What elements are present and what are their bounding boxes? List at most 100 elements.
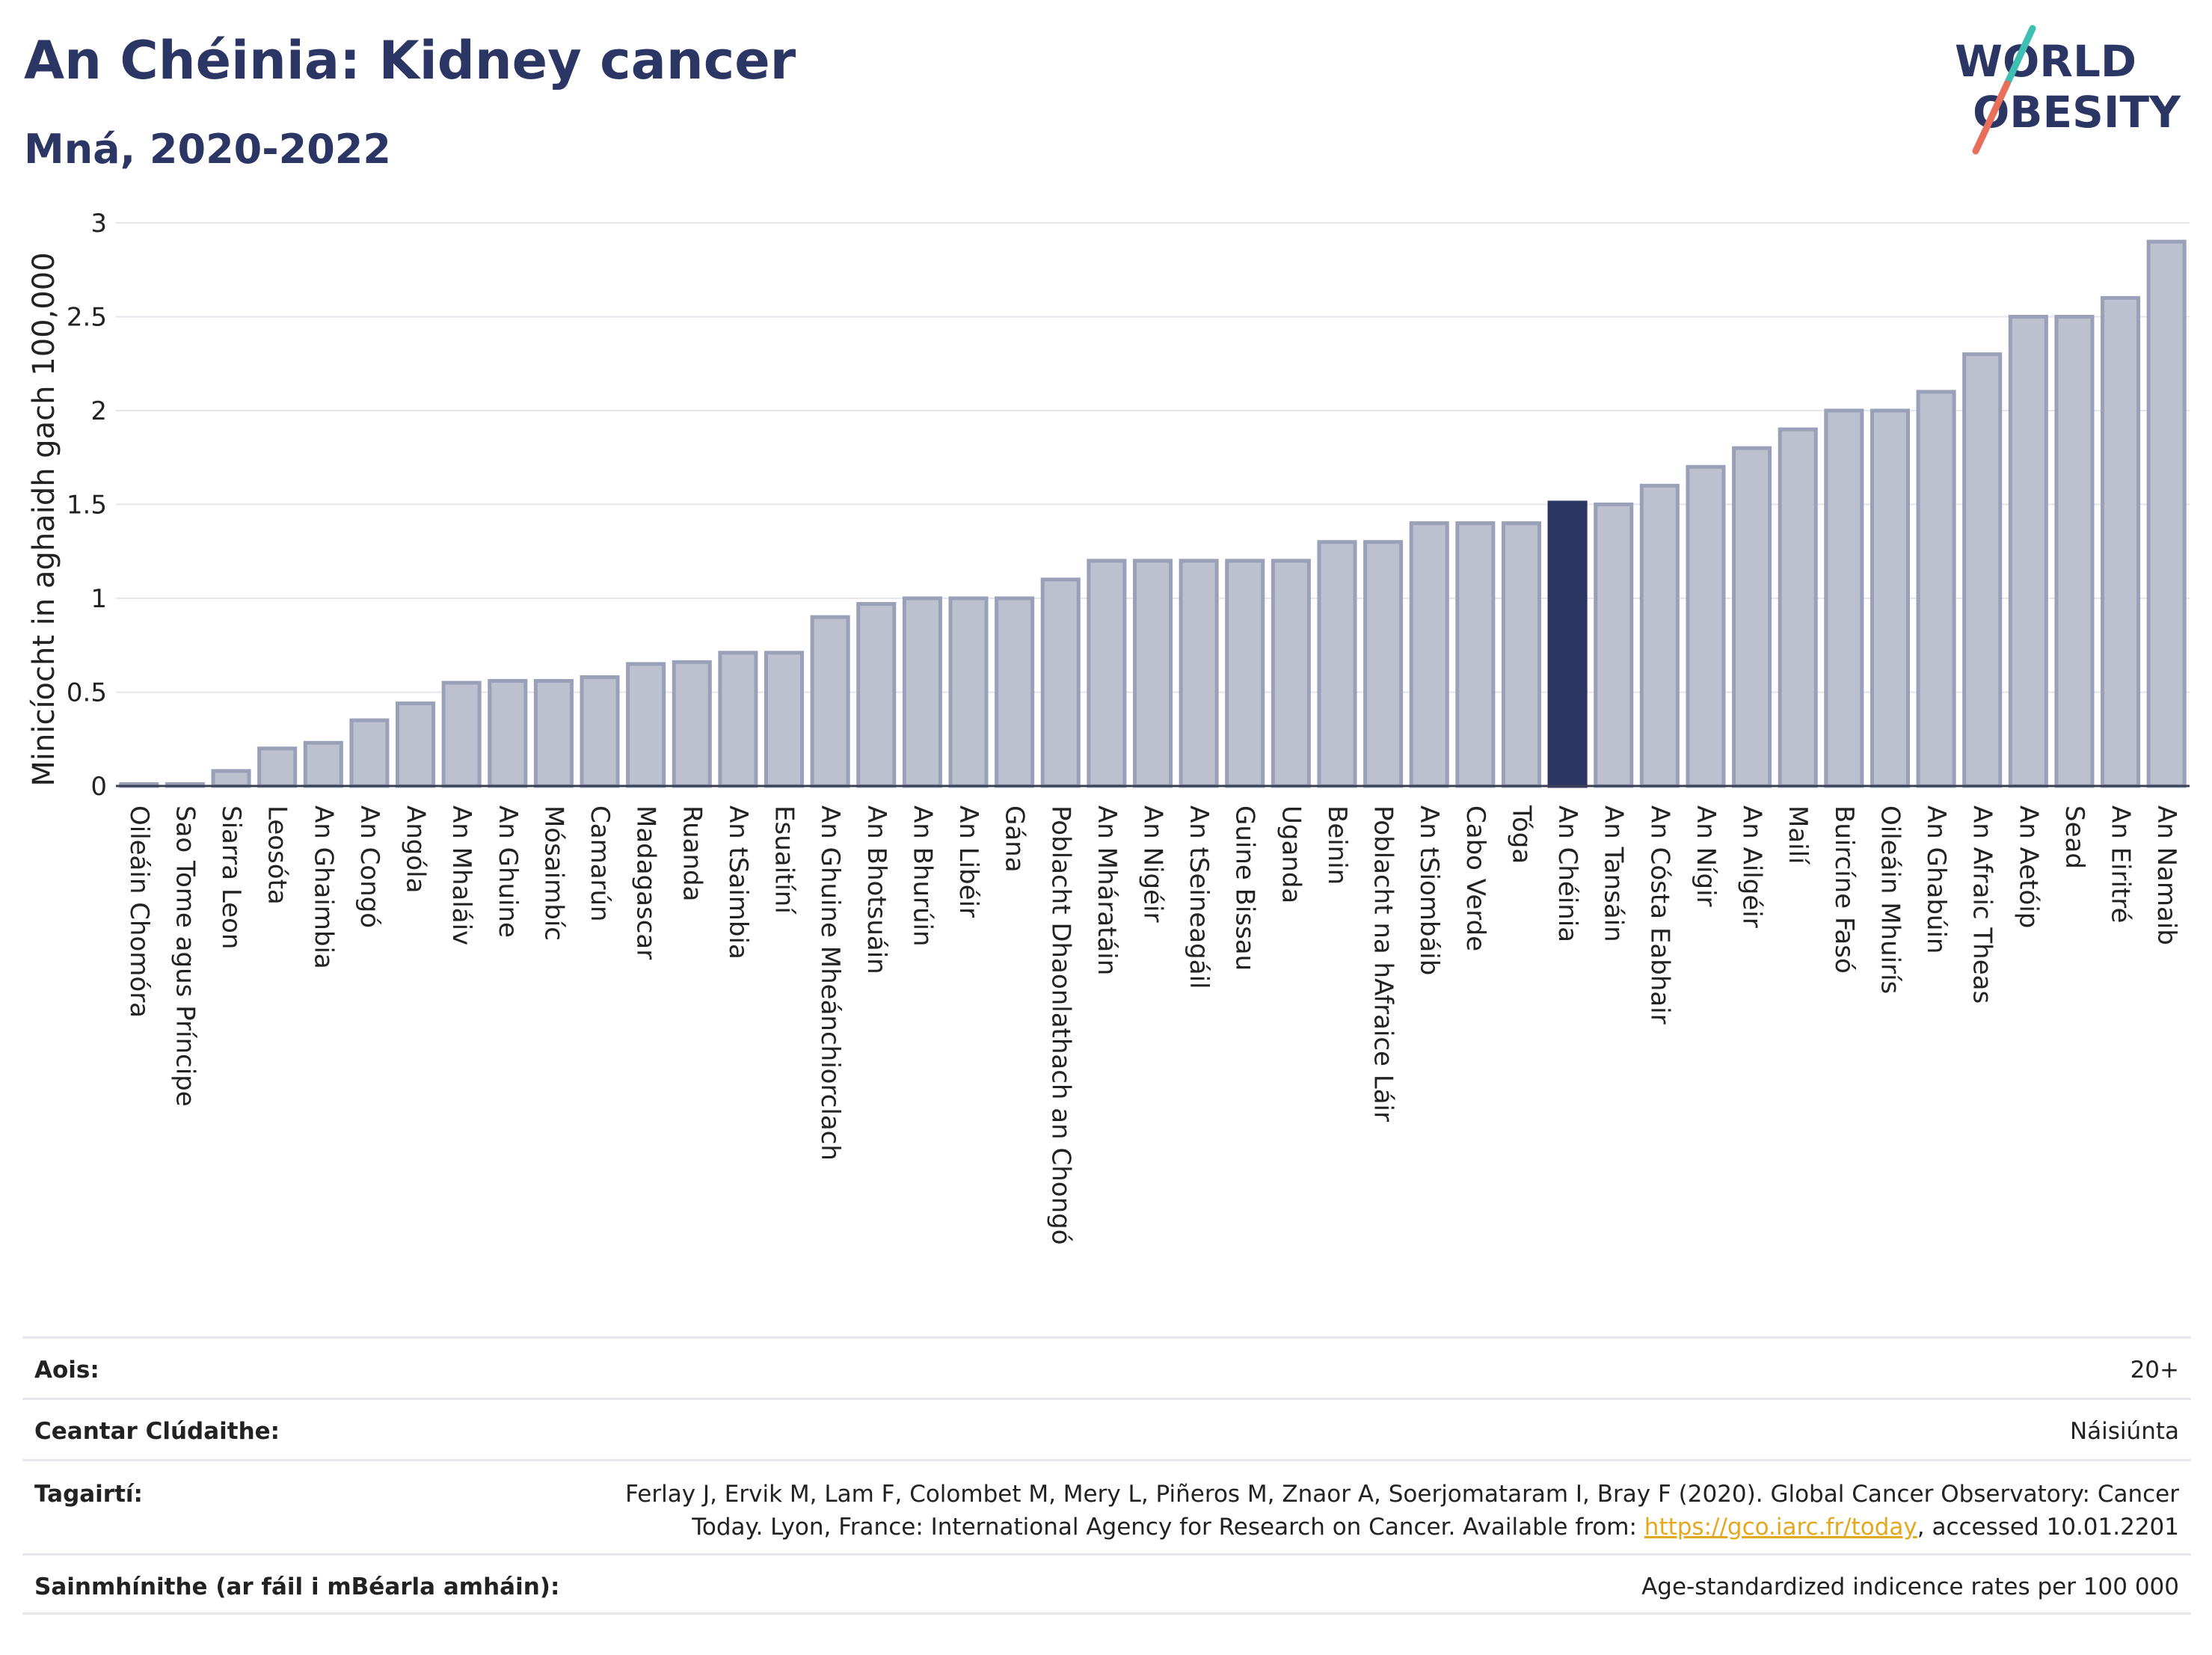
logo-teal-stroke bbox=[2003, 25, 2036, 87]
x-tick-label: An Libéir bbox=[953, 805, 983, 918]
age-label: Aois: bbox=[34, 1357, 99, 1384]
references-line-2-post: , accessed 10.01.2201 bbox=[1917, 1514, 2179, 1541]
x-tick-label: An Ailgéir bbox=[1737, 805, 1767, 928]
logo-text-obesity: OBESITY bbox=[1973, 87, 2181, 138]
chart-subtitle: Mná, 2020-2022 bbox=[24, 126, 391, 173]
bar bbox=[1132, 559, 1173, 788]
x-tick-label: An Ghuine Mheánchiorclach bbox=[815, 805, 845, 1161]
x-tick-label: Madagascar bbox=[631, 805, 661, 959]
bar bbox=[1870, 408, 1910, 788]
x-tick-labels: Oileáin Chomóra Sao Tome agus Príncipe Sia… bbox=[124, 805, 2181, 1245]
x-tick-label: An Mháratáin bbox=[1092, 805, 1122, 975]
references-value: Ferlay J, Ervik M, Lam F, Colombet M, Me… bbox=[625, 1478, 2179, 1544]
bar bbox=[349, 718, 390, 788]
x-tick-label: Sead bbox=[2059, 805, 2089, 869]
bar bbox=[1271, 559, 1311, 788]
info-table: Aois: 20+ Ceantar Clúdaithe: Náisiúnta T… bbox=[22, 1336, 2191, 1615]
definitions-value: Age-standardized indicence rates per 100… bbox=[1641, 1573, 2179, 1600]
x-tick-label: Poblacht na hAfraice Láir bbox=[1368, 805, 1398, 1122]
x-tick-label: Mósaimbíc bbox=[538, 805, 568, 941]
coverage-label: Ceantar Clúdaithe: bbox=[34, 1418, 280, 1445]
y-tick-label: 1.5 bbox=[67, 491, 107, 521]
x-tick-label: Mailí bbox=[1783, 805, 1813, 865]
bar bbox=[1225, 559, 1265, 788]
x-tick-label: An Ghuine bbox=[493, 805, 523, 938]
bar bbox=[764, 651, 805, 788]
y-tick-label: 0.5 bbox=[67, 678, 107, 708]
x-tick-label: Esuaitíní bbox=[769, 805, 799, 915]
bar bbox=[810, 615, 850, 788]
info-row-definitions: Sainmhínithe (ar fáil i mBéarla amháin):… bbox=[22, 1553, 2191, 1615]
bar bbox=[1040, 577, 1081, 788]
references-label: Tagairtí: bbox=[34, 1481, 143, 1508]
bar bbox=[672, 660, 712, 788]
x-tick-label: Cabo Verde bbox=[1460, 805, 1490, 951]
x-tick-label: An Cósta Eabhair bbox=[1644, 805, 1674, 1025]
y-tick-label: 3 bbox=[90, 209, 107, 239]
y-tick-label: 2.5 bbox=[67, 303, 107, 333]
x-tick-label: An Bhotsuáin bbox=[861, 805, 891, 974]
x-tick-label: An Congó bbox=[354, 805, 384, 928]
bars bbox=[119, 239, 2187, 788]
x-tick-label: Sao Tome agus Príncipe bbox=[170, 805, 200, 1107]
bar bbox=[1179, 559, 1219, 788]
x-tick-label: Guine Bissau bbox=[1230, 805, 1260, 971]
y-tick-label: 1 bbox=[90, 584, 107, 614]
bar bbox=[2054, 315, 2095, 788]
bar bbox=[303, 740, 343, 788]
coverage-value: Náisiúnta bbox=[2069, 1418, 2179, 1445]
logo-coral-stroke bbox=[1972, 80, 2011, 155]
x-tick-label: Tóga bbox=[1506, 805, 1536, 864]
bar bbox=[211, 769, 251, 788]
bar bbox=[257, 746, 298, 788]
logo-text-world: WORLD bbox=[1955, 36, 2136, 87]
x-tick-label: Buircíne Fasó bbox=[1829, 805, 1859, 974]
bar bbox=[1087, 559, 1127, 788]
bar bbox=[1916, 390, 1956, 788]
bar bbox=[1639, 483, 1680, 788]
bar bbox=[1363, 540, 1404, 788]
bar bbox=[1962, 352, 2003, 788]
references-line-2-pre: Today. Lyon, France: International Agenc… bbox=[692, 1514, 1644, 1541]
bar bbox=[1317, 540, 1357, 788]
x-tick-label: An Namaib bbox=[2151, 805, 2181, 945]
x-tick-label: An Chéinia bbox=[1552, 805, 1582, 942]
x-tick-label: An Mhaláiv bbox=[446, 805, 476, 945]
x-tick-label: Oileáin Mhuirís bbox=[1875, 805, 1905, 994]
bar bbox=[488, 678, 528, 788]
bar-chart: 0 0.5 1 1.5 2 2.5 3 Oileáin Chomóra Sao Tome ag… bbox=[27, 209, 2190, 1245]
y-tick-label: 0 bbox=[90, 772, 107, 802]
bar bbox=[1824, 408, 1864, 788]
bar bbox=[2008, 315, 2048, 788]
y-tick-labels: 0 0.5 1 1.5 2 2.5 3 bbox=[67, 209, 107, 802]
reference-link[interactable]: https://gco.iarc.fr/today bbox=[1644, 1514, 1917, 1541]
x-tick-label: An Nígir bbox=[1691, 805, 1721, 907]
y-tick-label: 2 bbox=[90, 396, 107, 426]
info-row-coverage: Ceantar Clúdaithe: Náisiúnta bbox=[22, 1398, 2191, 1459]
bar bbox=[533, 678, 574, 788]
bar bbox=[1732, 446, 1772, 788]
bar bbox=[1594, 503, 1634, 788]
x-tick-label: Siarra Leon bbox=[216, 805, 246, 949]
x-tick-label: Gána bbox=[1000, 805, 1030, 873]
x-tick-label: Angóla bbox=[401, 805, 431, 893]
bar bbox=[1501, 521, 1542, 788]
x-tick-label: An Ghabúin bbox=[1921, 805, 1951, 954]
definitions-label: Sainmhínithe (ar fáil i mBéarla amháin): bbox=[34, 1573, 560, 1600]
x-tick-label: An tSiombáib bbox=[1414, 805, 1444, 975]
bar bbox=[396, 701, 436, 788]
bar bbox=[995, 596, 1035, 788]
x-tick-label: An Afraic Theas bbox=[1967, 805, 1997, 1004]
bar bbox=[1409, 521, 1449, 788]
x-tick-label: Poblacht Dhaonlathach an Chongó bbox=[1045, 805, 1075, 1245]
chart-title: An Chéinia: Kidney cancer bbox=[24, 30, 796, 91]
x-tick-label: Ruanda bbox=[677, 805, 707, 901]
info-row-age: Aois: 20+ bbox=[22, 1336, 2191, 1398]
bar bbox=[718, 651, 758, 788]
bar bbox=[902, 596, 942, 788]
bar bbox=[626, 662, 666, 788]
x-tick-label: Leosóta bbox=[262, 805, 292, 905]
references-line-1: Ferlay J, Ervik M, Lam F, Colombet M, Me… bbox=[625, 1481, 2179, 1508]
x-tick-label: An tSaimbia bbox=[723, 805, 753, 959]
x-tick-label: An Bhurúin bbox=[907, 805, 937, 947]
